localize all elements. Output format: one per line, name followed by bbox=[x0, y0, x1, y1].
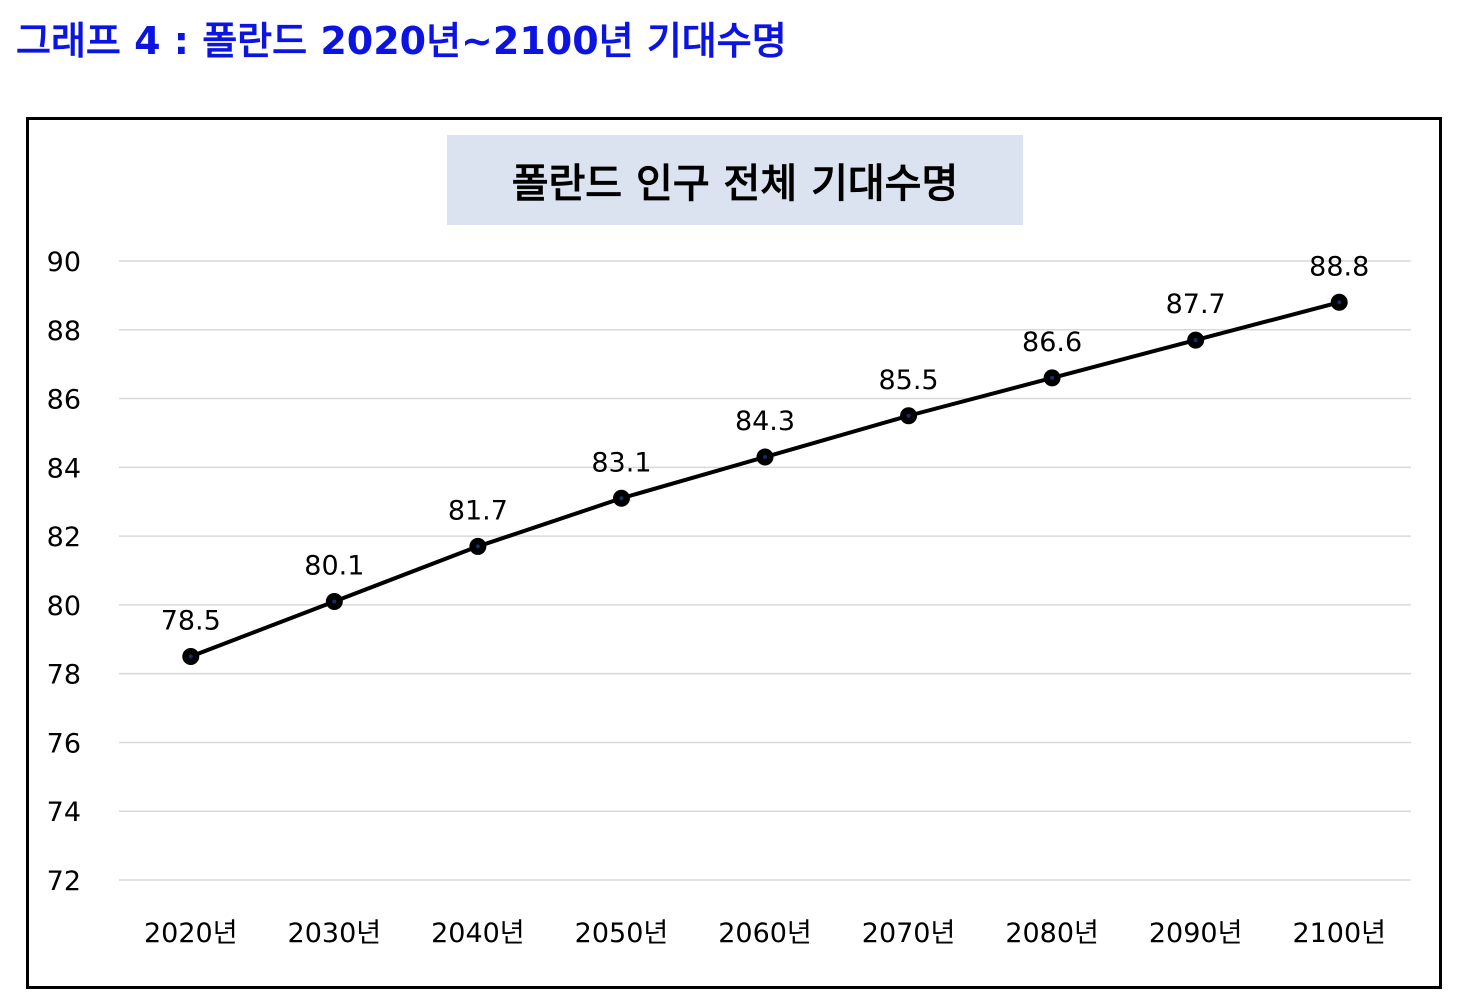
x-tick-label: 2040년 bbox=[431, 918, 525, 949]
y-tick-label: 90 bbox=[47, 247, 81, 278]
chart-title-box: 폴란드 인구 전체 기대수명 bbox=[447, 135, 1023, 225]
data-point-center bbox=[906, 413, 911, 418]
y-tick-label: 74 bbox=[47, 797, 81, 828]
data-label: 87.7 bbox=[1166, 289, 1226, 320]
chart-frame: 폴란드 인구 전체 기대수명 72 74 76 78 80 82 84 86 88 90 2020년… bbox=[26, 117, 1442, 989]
x-tick-label: 2030년 bbox=[288, 918, 382, 949]
series-line bbox=[190, 300, 1340, 659]
x-tick-label: 2060년 bbox=[718, 918, 812, 949]
data-label: 85.5 bbox=[878, 365, 938, 396]
x-tick-label: 2100년 bbox=[1292, 918, 1386, 949]
data-label: 78.5 bbox=[161, 605, 221, 636]
chart-title: 폴란드 인구 전체 기대수명 bbox=[511, 161, 959, 207]
y-tick-label: 72 bbox=[47, 866, 81, 897]
x-tick-label: 2020년 bbox=[144, 918, 238, 949]
y-tick-label: 86 bbox=[47, 385, 81, 416]
data-label: 83.1 bbox=[591, 447, 651, 478]
data-point-center bbox=[1193, 338, 1198, 343]
x-tick-label: 2090년 bbox=[1149, 918, 1243, 949]
data-point-center bbox=[1050, 375, 1055, 380]
page-heading: 그래프 4 : 폴란드 2020년~2100년 기대수명 bbox=[16, 19, 787, 63]
x-tick-label: 2050년 bbox=[575, 918, 669, 949]
data-label: 80.1 bbox=[304, 550, 364, 581]
x-tick-label: 2080년 bbox=[1005, 918, 1099, 949]
x-tick-label: 2070년 bbox=[862, 918, 956, 949]
y-tick-label: 82 bbox=[47, 522, 81, 553]
data-label: 86.6 bbox=[1022, 327, 1082, 358]
data-label: 81.7 bbox=[448, 495, 508, 526]
data-point-center bbox=[1337, 300, 1342, 305]
data-point-center bbox=[763, 455, 767, 460]
y-tick-label: 80 bbox=[47, 591, 81, 622]
data-point-center bbox=[332, 599, 337, 604]
data-point-center bbox=[188, 654, 193, 659]
data-label: 88.8 bbox=[1309, 251, 1369, 282]
y-tick-label: 78 bbox=[47, 660, 81, 691]
data-point-center bbox=[475, 544, 480, 549]
line-chart: 72 74 76 78 80 82 84 86 88 90 2020년 2030년 2040년 2050년… bbox=[47, 247, 1411, 949]
data-point-center bbox=[619, 496, 624, 501]
y-tick-label: 88 bbox=[47, 316, 81, 347]
y-tick-label: 84 bbox=[47, 453, 81, 484]
data-label: 84.3 bbox=[735, 406, 795, 437]
y-tick-label: 76 bbox=[47, 728, 81, 759]
